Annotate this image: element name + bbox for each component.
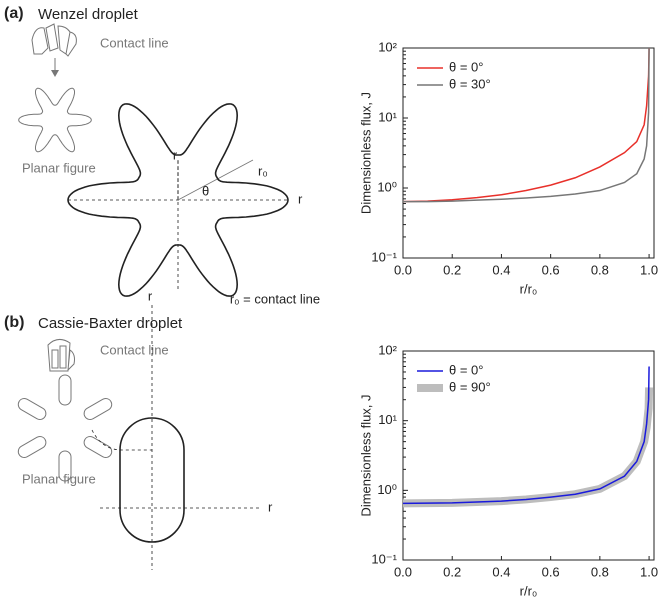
y-tick-label: 10²: [378, 39, 397, 54]
y-tick-label: 10⁻¹: [371, 551, 397, 566]
plot-frame: [402, 47, 655, 259]
panel-a: (a) Wenzel droplet Contact line Planar f…: [4, 5, 320, 306]
x-tick-label: 1.0: [640, 262, 658, 277]
chart: 0.0 0.2 0.4 0.6 0.8 1.0 10⁻¹ 10⁰ 10¹ 10² r/r₀ Dimen…: [358, 39, 658, 296]
planar-icon: [18, 87, 92, 153]
pill: [17, 436, 47, 459]
legend-label: θ = 30°: [449, 76, 491, 91]
radius-label: r₀: [258, 163, 268, 178]
series-line: [402, 387, 654, 508]
angle-label: θ: [202, 183, 209, 198]
pill: [58, 374, 72, 406]
planar-icon: [17, 374, 113, 482]
axis-r: r: [148, 288, 153, 303]
x-tick-label: 0.8: [591, 262, 609, 277]
pill: [83, 398, 113, 420]
y-tick-label: 10⁰: [377, 482, 397, 497]
y-tick-label: 10¹: [378, 412, 397, 427]
y-axis-label: Dimensionless flux, J: [358, 394, 373, 516]
panel-title: Cassie-Baxter droplet: [38, 315, 183, 332]
y-tick-label: 10²: [378, 342, 397, 357]
chart: 0.0 0.2 0.4 0.6 0.8 1.0 10⁻¹ 10⁰ 10¹ 10² r/r₀ Dimen…: [358, 342, 658, 598]
contact-line-label: Contact line: [100, 342, 169, 357]
planar-figure-label: Planar figure: [22, 160, 96, 175]
panel-label: (a): [4, 5, 24, 22]
x-tick-label: 0.2: [443, 262, 461, 277]
y-tick-label: 10¹: [378, 109, 397, 124]
series-line: [402, 47, 650, 203]
legend-label: θ = 0°: [449, 59, 483, 74]
x-tick-label: 0.2: [443, 564, 461, 579]
connector: [91, 429, 152, 451]
plot-frame: [402, 350, 655, 561]
x-tick-label: 0.6: [542, 564, 560, 579]
pill: [83, 436, 113, 458]
contact-line-icon: [31, 23, 77, 77]
contact-line-label: Contact line: [100, 35, 169, 50]
series-line: [403, 47, 650, 203]
pill: [17, 398, 47, 420]
panel-b: (b) Cassie-Baxter droplet Contact line P…: [4, 288, 273, 570]
x-tick-label: 0.0: [394, 262, 412, 277]
axis-r: r: [298, 191, 303, 206]
x-tick-label: 0.6: [542, 262, 560, 277]
x-axis-label: r/r₀: [520, 281, 538, 296]
x-tick-label: 0.4: [492, 262, 510, 277]
panel-title: Wenzel droplet: [38, 6, 139, 23]
panel-label: (b): [4, 314, 24, 331]
axis-r: r: [173, 147, 178, 162]
pill: [58, 450, 72, 482]
x-tick-label: 1.0: [640, 564, 658, 579]
y-tick-label: 10⁻¹: [371, 249, 397, 264]
series-line: [402, 366, 650, 505]
wenzel-contact-line: [67, 103, 289, 297]
x-tick-label: 0.8: [591, 564, 609, 579]
y-axis-label: Dimensionless flux, J: [358, 92, 373, 214]
x-tick-label: 0.0: [394, 564, 412, 579]
y-tick-label: 10⁰: [377, 179, 397, 194]
legend-label: θ = 90°: [449, 379, 491, 394]
radius-line: [177, 159, 254, 201]
planar-figure-label: Planar figure: [22, 471, 96, 486]
x-axis-label: r/r₀: [520, 583, 538, 598]
legend-label: θ = 0°: [449, 362, 483, 377]
axis-r: r: [268, 499, 273, 514]
cassie-contact-line: [119, 417, 185, 543]
note: r₀ = contact line: [230, 291, 320, 306]
x-tick-label: 0.4: [492, 564, 510, 579]
